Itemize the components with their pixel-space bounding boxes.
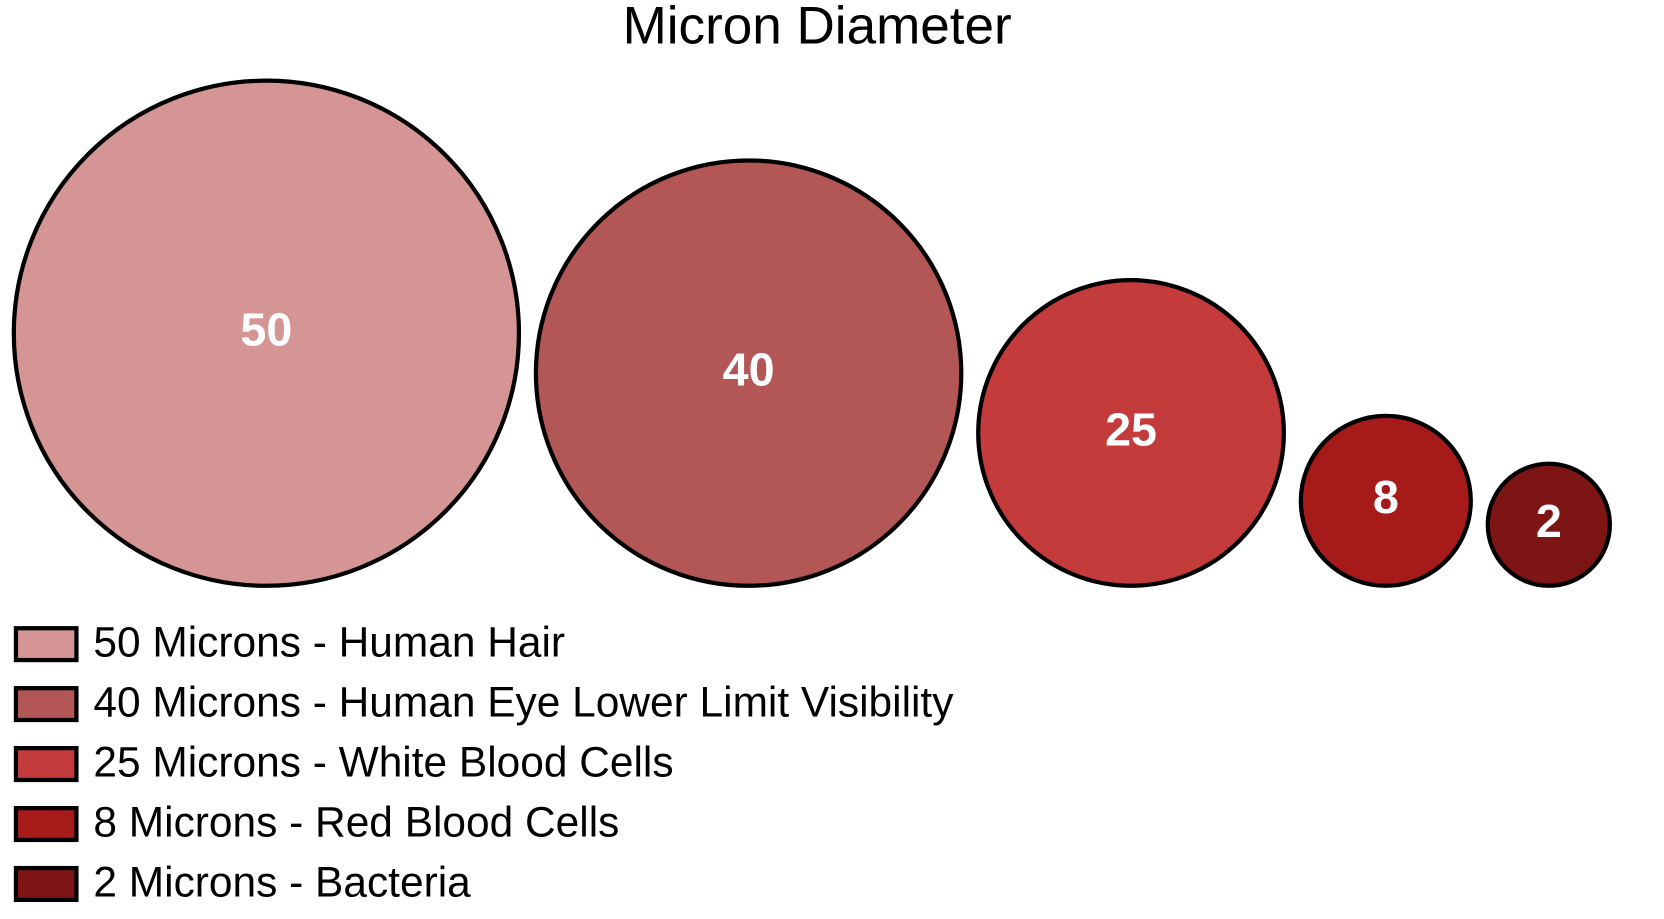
data-label: 8 (1373, 471, 1399, 523)
legend-label: 2 Microns - Bacteria (93, 858, 471, 905)
legend-swatch (13, 805, 79, 843)
data-label: 40 (723, 343, 775, 395)
bubble (11, 78, 522, 588)
legend-swatch (13, 686, 79, 723)
bubble (1298, 413, 1473, 588)
legend-label: 25 Microns - White Blood Cells (93, 738, 673, 785)
data-label: 2 (1536, 495, 1562, 547)
legend-swatch (13, 626, 79, 663)
legend-swatch (13, 865, 79, 903)
data-label: 25 (1105, 403, 1157, 455)
legend-label: 40 Microns - Human Eye Lower Limit Visib… (93, 678, 954, 725)
bubble (533, 158, 964, 588)
legend-label: 50 Microns - Human Hair (93, 618, 565, 665)
legend-label: 8 Microns - Red Blood Cells (93, 798, 619, 845)
legend-swatch (13, 746, 79, 783)
data-label: 50 (240, 304, 292, 356)
chart-title: Micron Diameter (623, 0, 1012, 56)
bubble (976, 278, 1286, 588)
bubble (1485, 461, 1612, 588)
